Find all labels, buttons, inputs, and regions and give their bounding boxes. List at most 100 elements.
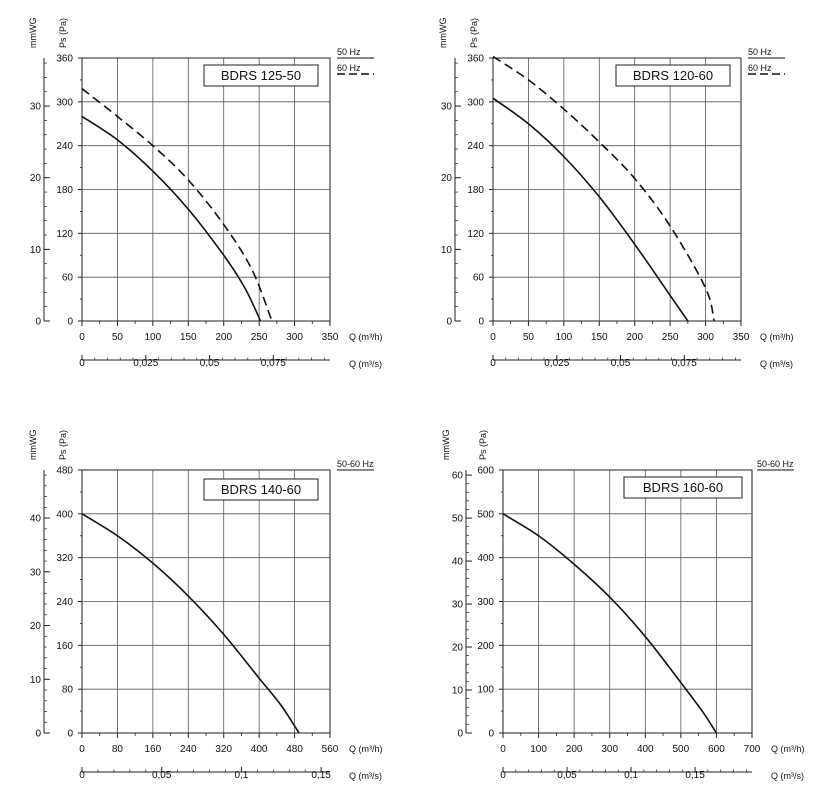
mmwg-tick-label: 10	[30, 675, 42, 686]
x-tick-label-m3h: 480	[286, 744, 303, 755]
x-tick-label-m3h: 150	[591, 332, 608, 343]
x-tick-label-m3h: 240	[180, 744, 197, 755]
x-tick-label-m3h: 400	[251, 744, 268, 755]
x-tick-label-m3h: 0	[500, 744, 506, 755]
x-tick-label-m3h: 300	[697, 332, 714, 343]
model-label-box	[203, 478, 319, 501]
y-tick-label-pa: 60	[473, 273, 485, 284]
y-tick-label-pa: 240	[56, 141, 73, 152]
legend-label: 50 Hz	[748, 47, 772, 57]
x-tick-label-m3s: 0	[500, 770, 506, 781]
model-label-box	[203, 64, 319, 87]
y-tick-label-pa: 0	[67, 729, 73, 740]
x-axis-label-m3h: Q (m³/h)	[349, 744, 383, 754]
mmwg-tick-label: 20	[30, 173, 42, 184]
x-tick-label-m3h: 600	[708, 744, 725, 755]
mmwg-tick-label: 30	[441, 102, 453, 113]
y-tick-label-pa: 0	[67, 317, 73, 328]
chart-2: 0 50 100 150 200 250 300 350 Q (m³/h)06012018024…	[438, 18, 794, 370]
y-tick-label-pa: 60	[62, 273, 74, 284]
x-tick-label-m3h: 100	[530, 744, 547, 755]
x-tick-label-m3h: 250	[662, 332, 679, 343]
chart-1: 0 50 100 150 200 250 300 350 Q (m³/h)06012018024…	[28, 18, 383, 370]
y-tick-label-pa: 180	[467, 185, 484, 196]
x-tick-label-m3s: 0,15	[685, 770, 705, 781]
x-tick-label-m3h: 100	[556, 332, 573, 343]
mmwg-tick-label: 20	[30, 621, 42, 632]
x-tick-label-m3s: 0,15	[311, 770, 331, 781]
mmwg-axis-title: mmWG	[28, 18, 38, 49]
mmwg-tick-label: 50	[452, 514, 464, 525]
y-tick-label-pa: 80	[62, 685, 74, 696]
y-tick-label-pa: 0	[488, 729, 494, 740]
x-tick-label-m3s: 0,05	[557, 770, 577, 781]
x-tick-label-m3h: 300	[601, 744, 618, 755]
mmwg-tick-label: 10	[441, 245, 453, 256]
x-tick-label-m3s: 0,025	[133, 358, 158, 369]
mmwg-tick-label: 10	[452, 686, 464, 697]
x-axis-label-m3s: Q (m³/s)	[349, 771, 382, 781]
model-label: BDRS 160-60	[643, 480, 723, 495]
x-tick-label-m3h: 400	[637, 744, 654, 755]
x-tick-label-m3s: 0	[79, 358, 85, 369]
series-curve-solid	[81, 513, 300, 734]
series-curve-dashed	[81, 88, 273, 322]
mmwg-tick-label: 20	[441, 173, 453, 184]
x-tick-label-m3s: 0,05	[152, 770, 172, 781]
y-tick-label-pa: 300	[56, 97, 73, 108]
x-tick-label-m3h: 300	[286, 332, 303, 343]
x-tick-label-m3h: 100	[145, 332, 162, 343]
x-tick-label-m3s: 0	[79, 770, 85, 781]
legend-label: 50-60 Hz	[337, 459, 374, 469]
pa-axis-title: Ps (Pa)	[58, 430, 68, 460]
x-tick-label-m3s: 0,025	[544, 358, 569, 369]
y-tick-label-pa: 400	[56, 509, 73, 520]
mmwg-axis-title: mmWG	[438, 18, 448, 49]
x-tick-label-m3h: 150	[180, 332, 197, 343]
model-label: BDRS 120-60	[633, 68, 713, 83]
x-tick-label-m3h: 160	[145, 744, 162, 755]
y-tick-label-pa: 160	[56, 641, 73, 652]
model-label: BDRS 125-50	[221, 68, 301, 83]
y-tick-label-pa: 320	[56, 553, 73, 564]
x-tick-label-m3h: 250	[251, 332, 268, 343]
legend-label: 60 Hz	[337, 63, 361, 73]
x-axis-label-m3s: Q (m³/s)	[760, 359, 793, 369]
x-tick-label-m3h: 350	[322, 332, 339, 343]
x-axis-label-m3h: Q (m³/h)	[771, 744, 805, 754]
mmwg-tick-label: 30	[30, 567, 42, 578]
x-tick-label-m3h: 0	[79, 332, 85, 343]
y-tick-label-pa: 240	[467, 141, 484, 152]
x-tick-label-m3s: 0,05	[200, 358, 220, 369]
x-tick-label-m3h: 200	[566, 744, 583, 755]
chart-3: 0 80 160 240 320 400 480 560 Q (m³/h)08016024032…	[28, 430, 383, 782]
mmwg-tick-label: 0	[446, 317, 452, 328]
mmwg-tick-label: 10	[30, 245, 42, 256]
mmwg-tick-label: 30	[30, 102, 42, 113]
y-tick-label-pa: 120	[467, 229, 484, 240]
y-tick-label-pa: 480	[56, 466, 73, 477]
mmwg-tick-label: 60	[452, 471, 464, 482]
legend-label: 50 Hz	[337, 47, 361, 57]
y-tick-label-pa: 300	[477, 597, 494, 608]
series-curve-solid	[502, 513, 718, 734]
x-tick-label-m3h: 320	[215, 744, 232, 755]
x-tick-label-m3s: 0,075	[261, 358, 286, 369]
x-tick-label-m3h: 0	[79, 744, 85, 755]
x-axis-label-m3h: Q (m³/h)	[349, 332, 383, 342]
mmwg-axis-title: mmWG	[441, 430, 451, 461]
x-tick-label-m3h: 50	[112, 332, 124, 343]
y-tick-label-pa: 360	[467, 54, 484, 65]
x-tick-label-m3h: 80	[112, 744, 124, 755]
legend-label: 60 Hz	[748, 63, 772, 73]
y-tick-label-pa: 300	[467, 97, 484, 108]
series-curve-dashed	[492, 55, 715, 322]
y-tick-label-pa: 180	[56, 185, 73, 196]
y-tick-label-pa: 360	[56, 54, 73, 65]
mmwg-tick-label: 40	[452, 557, 464, 568]
x-tick-label-m3s: 0,1	[624, 770, 638, 781]
mmwg-tick-label: 0	[35, 317, 41, 328]
y-tick-label-pa: 100	[477, 685, 494, 696]
y-tick-label-pa: 200	[477, 641, 494, 652]
